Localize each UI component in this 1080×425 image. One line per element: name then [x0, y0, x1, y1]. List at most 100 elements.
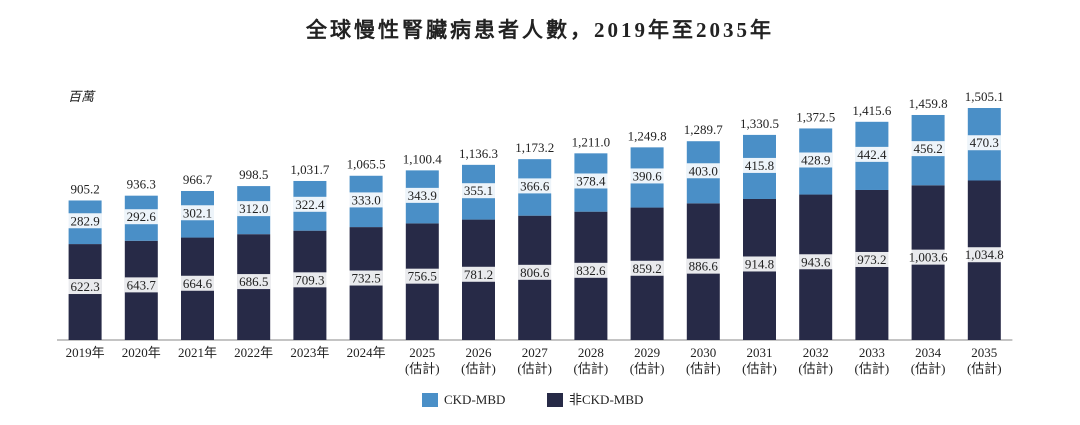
value-label-bg	[518, 264, 552, 280]
value-label-bg	[293, 196, 328, 212]
value-label-bg	[630, 168, 665, 184]
value-label-bg	[68, 213, 102, 229]
value-label: 686.5	[239, 274, 268, 289]
value-label: 859.2	[632, 261, 661, 276]
value-label: 914.8	[745, 256, 774, 271]
value-label: 302.1	[183, 205, 212, 220]
total-label: 1,100.4	[403, 151, 443, 166]
value-label-bg	[293, 272, 327, 288]
total-label: 1,173.2	[515, 140, 554, 155]
legend-label: CKD-MBD	[444, 392, 505, 407]
value-label: 732.5	[351, 271, 380, 286]
value-label: 806.6	[520, 265, 550, 280]
value-label-bg	[461, 266, 496, 282]
total-label: 1,372.5	[796, 109, 835, 124]
value-label: 886.6	[689, 259, 719, 274]
x-tick-label: 2022年	[234, 345, 274, 360]
total-label: 1,065.5	[347, 157, 386, 172]
value-label: 343.9	[408, 188, 437, 203]
value-label: 1,003.6	[909, 250, 949, 265]
value-label: 366.6	[520, 178, 550, 193]
value-label-bg	[742, 157, 777, 173]
value-label: 664.6	[183, 276, 213, 291]
total-label: 1,505.1	[965, 89, 1004, 104]
value-label-bg	[405, 187, 439, 203]
value-label: 832.6	[576, 263, 606, 278]
x-tick-label: 2020年	[121, 345, 161, 360]
value-label-bg	[911, 141, 945, 157]
x-tick-label: 2027 (估計)	[517, 345, 553, 376]
x-tick-label: 2026 (估計)	[461, 345, 496, 376]
value-label-bg	[686, 258, 721, 274]
value-label-bg	[906, 249, 951, 265]
total-label: 1,136.3	[459, 146, 498, 161]
total-label: 966.7	[183, 172, 213, 187]
value-label: 943.6	[801, 254, 831, 269]
value-label: 456.2	[913, 141, 942, 156]
value-label-bg	[574, 173, 609, 189]
value-label-bg	[124, 209, 159, 225]
value-label-bg	[405, 268, 439, 284]
value-label-bg	[962, 247, 1006, 263]
value-label: 415.8	[745, 158, 774, 173]
total-label: 1,249.8	[628, 128, 667, 143]
value-label: 622.3	[70, 279, 99, 294]
value-label-bg	[237, 201, 271, 217]
value-label: 709.3	[295, 272, 324, 287]
total-label: 1,031.7	[290, 162, 330, 177]
total-label: 1,289.7	[684, 122, 724, 137]
value-label-bg	[799, 152, 833, 168]
x-tick-label: 2029 (估計)	[629, 345, 665, 376]
value-label-bg	[68, 279, 102, 295]
value-label-bg	[855, 146, 890, 162]
x-tick-label: 2024年	[346, 345, 386, 360]
value-label-bg	[349, 192, 383, 208]
value-label-bg	[630, 260, 664, 276]
total-label: 1,211.0	[572, 134, 611, 149]
value-label-bg	[180, 275, 215, 291]
total-label: 1,459.8	[909, 96, 948, 111]
value-label: 470.3	[970, 135, 999, 150]
unit-label: 百萬	[68, 89, 96, 104]
value-label-bg	[349, 270, 383, 286]
total-label: 998.5	[239, 167, 268, 182]
chart-title: 全球慢性腎臟病患者人數，2019年至2035年	[305, 18, 774, 42]
total-label: 1,415.6	[852, 103, 892, 118]
x-tick-label: 2031 (估計)	[742, 345, 777, 376]
value-label: 442.4	[857, 147, 887, 162]
legend-swatch	[422, 393, 438, 407]
value-label: 378.4	[576, 173, 606, 188]
x-tick-label: 2025 (估計)	[404, 345, 440, 376]
value-label-bg	[967, 135, 1001, 151]
x-tick-label: 2030 (估計)	[685, 345, 721, 376]
value-label: 403.0	[689, 163, 718, 178]
value-label-bg	[518, 178, 552, 194]
value-label: 333.0	[351, 192, 380, 207]
x-tick-label: 2028 (估計)	[573, 345, 609, 376]
value-label: 781.2	[464, 267, 493, 282]
total-label: 936.3	[127, 177, 156, 192]
value-label: 322.4	[295, 197, 325, 212]
value-label: 390.6	[632, 168, 662, 183]
value-label: 643.7	[127, 277, 157, 292]
x-tick-label: 2021年	[177, 345, 217, 360]
value-label-bg	[180, 205, 215, 221]
total-label: 905.2	[70, 181, 99, 196]
value-label-bg	[742, 256, 777, 272]
value-label-bg	[574, 262, 609, 278]
x-tick-label: 2033 (估計)	[854, 345, 890, 376]
x-tick-label: 2019年	[65, 345, 105, 360]
value-label: 292.6	[127, 209, 157, 224]
value-label-bg	[124, 277, 159, 293]
value-label-bg	[855, 251, 889, 267]
value-label: 756.5	[408, 269, 437, 284]
value-label: 312.0	[239, 201, 268, 216]
x-tick-label: 2035 (估計)	[966, 345, 1002, 376]
value-label-bg	[461, 183, 496, 199]
legend-label: 非CKD-MBD	[569, 392, 643, 407]
total-label: 1,330.5	[740, 116, 779, 131]
value-label-bg	[799, 254, 833, 270]
legend-swatch	[547, 393, 563, 407]
